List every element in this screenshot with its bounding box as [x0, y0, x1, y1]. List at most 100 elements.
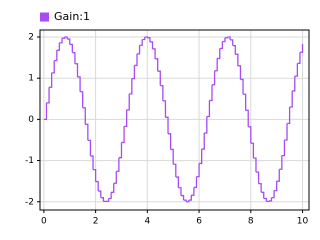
legend-swatch: [40, 12, 49, 22]
step-segment: [268, 197, 273, 202]
plot-area: [40, 30, 309, 210]
step-segment: [199, 149, 203, 165]
x-tick-label: 10: [297, 217, 309, 227]
step-segment: [85, 123, 89, 141]
step-segment: [219, 41, 224, 50]
step-segment: [255, 171, 260, 184]
step-segment: [139, 39, 143, 46]
step-segment: [245, 109, 249, 127]
step-segment: [253, 157, 257, 173]
step-segment: [271, 190, 275, 199]
y-tick-label: 0: [28, 115, 34, 125]
step-segment: [279, 155, 283, 170]
x-tick-label: 2: [93, 217, 99, 227]
step-segment: [74, 63, 79, 77]
step-segment: [59, 38, 63, 44]
step-segment: [206, 100, 211, 118]
y-tick-label: 1: [28, 74, 34, 84]
step-segment: [113, 171, 117, 184]
step-segment: [214, 58, 218, 72]
step-segment: [258, 182, 262, 193]
step-segment: [87, 139, 92, 157]
step-segment: [224, 37, 229, 39]
step-segment: [188, 195, 192, 201]
step-segment: [49, 72, 53, 88]
step-segment: [180, 194, 185, 201]
plot-frame: [39, 29, 310, 211]
step-segment: [274, 181, 278, 192]
step-segment: [93, 168, 97, 182]
step-segment: [77, 76, 81, 92]
step-segment: [46, 87, 50, 104]
x-tick-label: 6: [196, 217, 202, 227]
step-segment: [240, 78, 244, 95]
step-segment: [196, 163, 200, 178]
step-segment: [284, 123, 288, 141]
step-segment: [124, 109, 128, 128]
x-tick-label: 0: [41, 217, 47, 227]
step-segment: [121, 126, 125, 144]
step-segment: [248, 126, 252, 144]
step-segment: [232, 45, 236, 55]
step-segment: [243, 93, 247, 111]
step-segment: [54, 50, 58, 62]
step-segment: [237, 65, 242, 80]
step-segment: [61, 37, 66, 39]
step-segment: [82, 107, 86, 125]
step-segment: [131, 65, 136, 80]
step-segment: [105, 198, 110, 202]
step-segment: [116, 157, 120, 172]
step-segment: [250, 142, 255, 159]
step-segment: [173, 163, 177, 178]
step-segment: [299, 44, 304, 53]
step-segment: [287, 107, 291, 125]
step-segment: [80, 91, 84, 108]
step-segment: [175, 176, 180, 188]
step-segment: [276, 169, 280, 182]
step-segment: [144, 36, 148, 38]
step-segment: [111, 183, 115, 193]
step-segment: [149, 41, 154, 49]
step-segment: [292, 76, 296, 92]
step-segment: [129, 78, 133, 95]
step-segment: [230, 39, 234, 46]
step-segment: [142, 37, 146, 41]
step-segment: [108, 192, 112, 200]
y-tick-label: 2: [28, 33, 34, 43]
step-segment: [95, 180, 99, 192]
step-segment: [289, 90, 293, 108]
x-tick-label: 4: [144, 217, 150, 227]
step-segment: [193, 176, 198, 188]
step-segment: [170, 148, 174, 165]
step-segment: [72, 52, 76, 64]
step-segment: [217, 48, 221, 60]
step-segment: [43, 102, 48, 121]
step-segment: [162, 100, 167, 118]
step-segment: [155, 58, 159, 72]
step-segment: [134, 53, 138, 67]
step-segment: [191, 187, 195, 196]
step-segment: [281, 139, 286, 157]
step-segment: [165, 116, 169, 134]
step-segment: [209, 84, 213, 102]
step-segment: [212, 70, 216, 86]
y-tick-label: -2: [25, 197, 34, 207]
step-segment: [90, 155, 94, 170]
step-segment: [152, 48, 156, 59]
step-segment: [178, 187, 182, 196]
step-segment: [51, 60, 55, 74]
step-segment: [227, 36, 231, 40]
step-segment: [67, 38, 71, 45]
step-segment: [261, 191, 265, 199]
step-segment: [157, 70, 161, 86]
step-segment: [263, 197, 267, 202]
step-segment: [294, 63, 299, 77]
step-segment: [222, 37, 226, 43]
step-segment: [183, 199, 187, 202]
step-segment: [201, 132, 205, 150]
x-tick-label: 8: [248, 217, 254, 227]
step-segment: [64, 36, 68, 40]
step-segment: [147, 37, 151, 42]
step-segment: [204, 116, 208, 134]
step-segment: [297, 52, 301, 65]
